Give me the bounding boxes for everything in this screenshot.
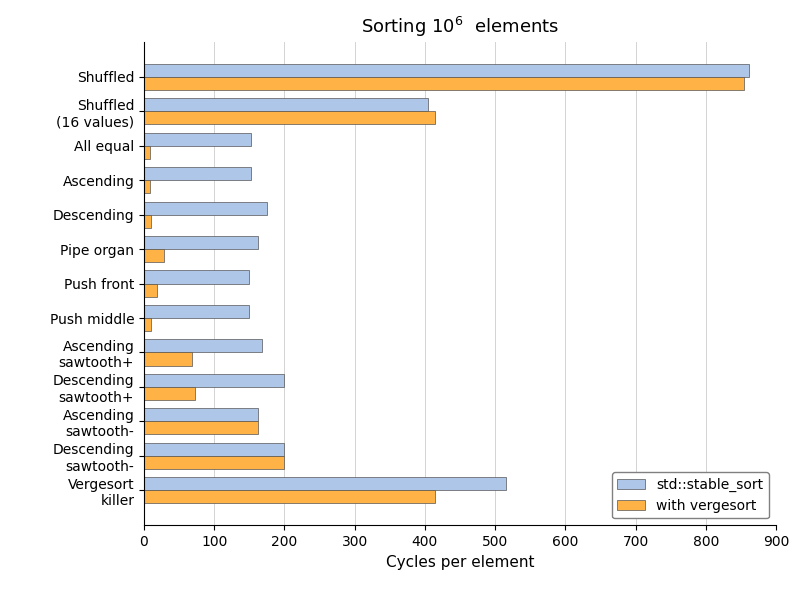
Bar [144, 305, 250, 318]
Bar [144, 77, 744, 90]
Bar [144, 99, 429, 111]
Bar [144, 146, 150, 159]
Bar [144, 236, 258, 249]
Bar [144, 111, 435, 124]
Bar [144, 249, 164, 262]
Bar [144, 477, 506, 490]
Bar [144, 318, 151, 331]
Bar [144, 180, 150, 193]
Bar [144, 202, 267, 215]
Bar [144, 387, 194, 400]
Bar [144, 443, 285, 456]
Title: Sorting $10^6$  elements: Sorting $10^6$ elements [361, 16, 559, 39]
Bar [144, 133, 250, 146]
Bar [144, 339, 262, 352]
Bar [144, 215, 151, 228]
Bar [144, 421, 258, 435]
Bar [144, 490, 435, 503]
Bar [144, 270, 250, 284]
X-axis label: Cycles per element: Cycles per element [386, 555, 534, 570]
Bar [144, 64, 750, 77]
Bar [144, 352, 192, 365]
Bar [144, 456, 285, 469]
Legend: std::stable_sort, with vergesort: std::stable_sort, with vergesort [612, 472, 769, 518]
Bar [144, 408, 258, 421]
Bar [144, 374, 285, 387]
Bar [144, 167, 250, 180]
Bar [144, 284, 157, 297]
